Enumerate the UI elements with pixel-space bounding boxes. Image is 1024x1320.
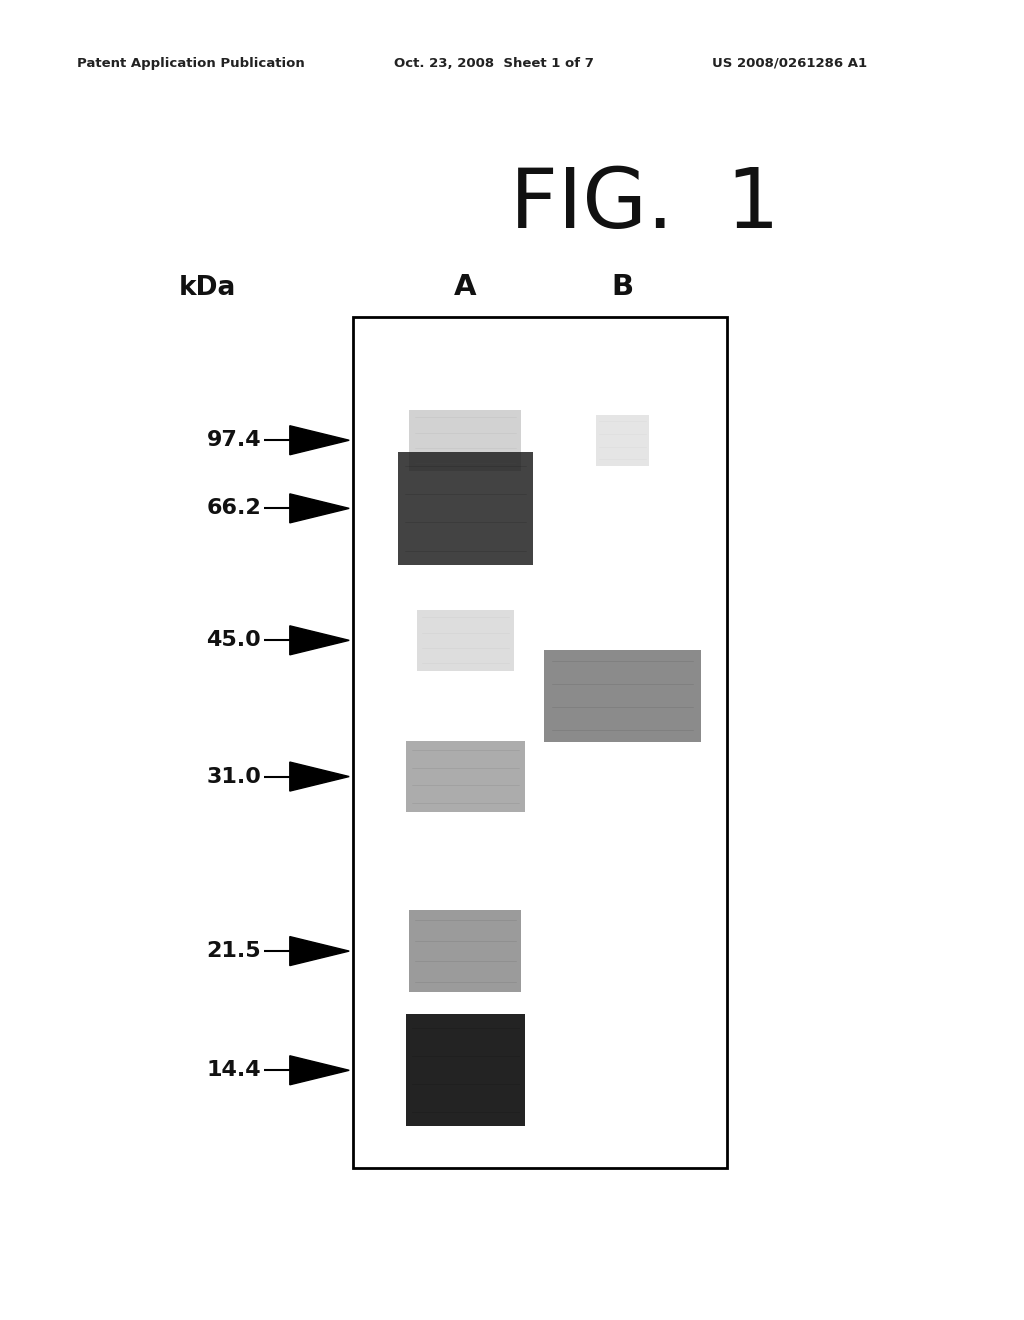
Text: 66.2: 66.2 — [207, 499, 261, 519]
Bar — [398, 453, 532, 565]
Text: US 2008/0261286 A1: US 2008/0261286 A1 — [712, 57, 866, 70]
Text: kDa: kDa — [179, 275, 237, 301]
Polygon shape — [290, 626, 349, 655]
Bar — [410, 911, 521, 991]
Bar — [410, 409, 521, 471]
Bar — [406, 1014, 525, 1126]
Bar — [417, 610, 514, 671]
Polygon shape — [290, 494, 349, 523]
Text: 14.4: 14.4 — [207, 1060, 261, 1080]
Polygon shape — [290, 426, 349, 455]
Text: A: A — [455, 273, 476, 301]
Text: 21.5: 21.5 — [207, 941, 261, 961]
Polygon shape — [290, 1056, 349, 1085]
Bar — [353, 317, 727, 1168]
Text: 97.4: 97.4 — [207, 430, 261, 450]
Text: FIG.  1: FIG. 1 — [510, 164, 780, 246]
Polygon shape — [290, 762, 349, 791]
Polygon shape — [290, 937, 349, 966]
Bar — [544, 649, 700, 742]
Text: Oct. 23, 2008  Sheet 1 of 7: Oct. 23, 2008 Sheet 1 of 7 — [394, 57, 594, 70]
Bar — [596, 414, 648, 466]
Text: B: B — [611, 273, 634, 301]
Text: Patent Application Publication: Patent Application Publication — [77, 57, 304, 70]
Bar — [406, 741, 525, 812]
Text: 45.0: 45.0 — [207, 631, 261, 651]
Text: 31.0: 31.0 — [206, 767, 261, 787]
